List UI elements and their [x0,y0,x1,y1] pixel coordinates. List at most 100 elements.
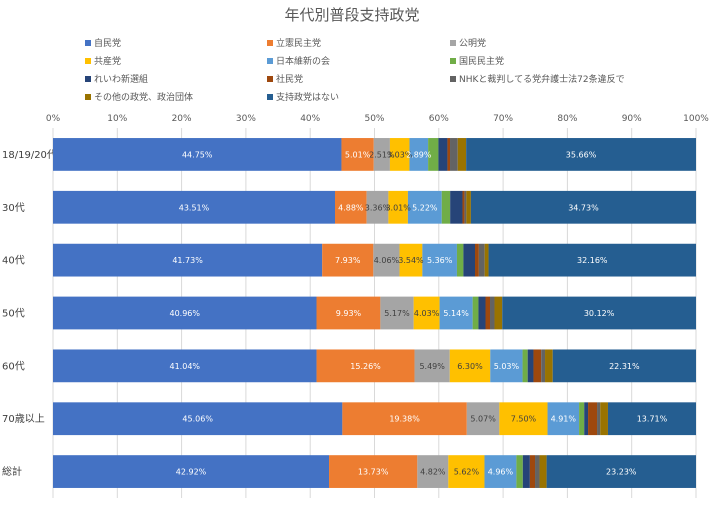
bar-segment [546,455,696,488]
data-label: 44.75% [182,150,213,159]
bar-segment [456,243,464,277]
bar-segment [485,296,491,330]
x-tick-label: 60% [429,114,449,124]
data-label: 35.66% [566,150,597,159]
bar-segment [464,190,467,224]
data-label: 5.22% [412,203,438,212]
bar-segment [522,349,528,383]
bar-segment [547,402,580,436]
bar-segment [488,243,696,277]
bar-segment [516,455,523,488]
bar-segment [584,402,589,436]
legend-label: 立憲民主党 [276,37,321,49]
bar-segment [53,190,335,224]
bar-segment [316,296,381,330]
x-tick-label: 50% [364,114,384,124]
bar-segment [334,190,367,224]
bar-segment [53,455,330,488]
data-label: 30.12% [584,309,615,318]
bar-segment [407,190,442,224]
data-label: 4.03% [414,309,440,318]
bar-segment [539,455,547,488]
data-label: 3.54% [398,256,424,265]
bar-segment [399,243,423,277]
y-category-label: 50代 [2,308,25,320]
bar-segment [53,349,317,383]
data-labels: 44.75% 5.01%2.51%3.03%2.89% 35.66% 43.51% 4.… [169,150,667,476]
bar-segment [522,455,530,488]
legend-label: NHKと裁判してる党弁護士法72条違反で [459,73,625,85]
bar-segment [588,402,598,436]
data-label: 23.23% [606,468,637,477]
data-label: 15.26% [350,362,381,371]
bar-segment [409,138,429,171]
data-label: 5.49% [419,362,445,371]
bar-segment [329,455,418,488]
data-label: 34.73% [568,203,599,212]
legend-swatch [267,94,273,100]
x-tick-label: 30% [236,114,256,124]
data-label: 19.38% [389,415,420,424]
data-label: 4.91% [551,415,577,424]
bar-segment [545,349,553,383]
data-label: 42.92% [176,468,207,477]
legend-label: 国民民主党 [459,55,504,67]
bar-segment [579,402,585,436]
bar-segment [462,190,465,224]
y-category-label: 18/19/20代 [2,149,57,161]
legend-label: 支持政党はない [276,91,339,103]
bar-segment [484,455,517,488]
bar-segment [53,296,317,330]
data-label: 13.73% [358,468,389,477]
bar-segment [316,349,415,383]
bar-segment [422,243,457,277]
data-label: 5.36% [427,256,453,265]
bar-segment [439,296,473,330]
bar-segment [527,349,534,383]
data-label: 4.82% [420,468,446,477]
bar-segment [472,296,479,330]
bar-segment [450,138,458,171]
data-label: 5.01% [345,150,371,159]
legend-label: その他の政党、政治団体 [94,91,193,103]
bar-segment [541,349,546,383]
x-tick-label: 40% [300,114,320,124]
y-category-label: 総計 [2,465,22,478]
bar-segment [449,349,491,383]
bar-segment [53,243,323,277]
data-label: 3.36% [365,203,391,212]
bar-segment [366,190,389,224]
bar-segment [389,138,410,171]
y-category-label: 60代 [2,360,25,372]
bar-segments [53,138,696,488]
data-label: 3.01% [385,203,411,212]
bar-segment [53,402,343,436]
legend-label: 共産党 [94,55,121,67]
data-label: 3.03% [387,150,413,159]
bar-segment [466,190,471,224]
x-tick-label: 20% [172,114,192,124]
bar-segment [552,349,696,383]
bar-segment [494,296,503,330]
x-tick-label: 0% [46,114,61,124]
x-axis-tick-labels: 0% 10% 20% 30% 40% 50% 60% 70% 80% 90% 100% [46,114,709,124]
data-label: 5.62% [454,468,480,477]
bar-segment [484,243,489,277]
bar-segment [502,296,696,330]
bar-segment [414,349,450,383]
data-label: 22.31% [609,362,640,371]
bar-segment [600,402,608,436]
bar-segment [373,243,400,277]
data-label: 9.93% [336,309,362,318]
data-label: 40.96% [169,309,200,318]
legend-label: 自民党 [94,37,121,49]
x-tick-label: 80% [557,114,577,124]
legend-swatch [450,58,456,64]
legend-swatch [85,76,91,82]
bar-segment [457,138,467,171]
bar-segment [533,349,542,383]
legend-label: 公明党 [459,37,486,49]
bar-segment [529,455,536,488]
bar-segment [388,190,408,224]
